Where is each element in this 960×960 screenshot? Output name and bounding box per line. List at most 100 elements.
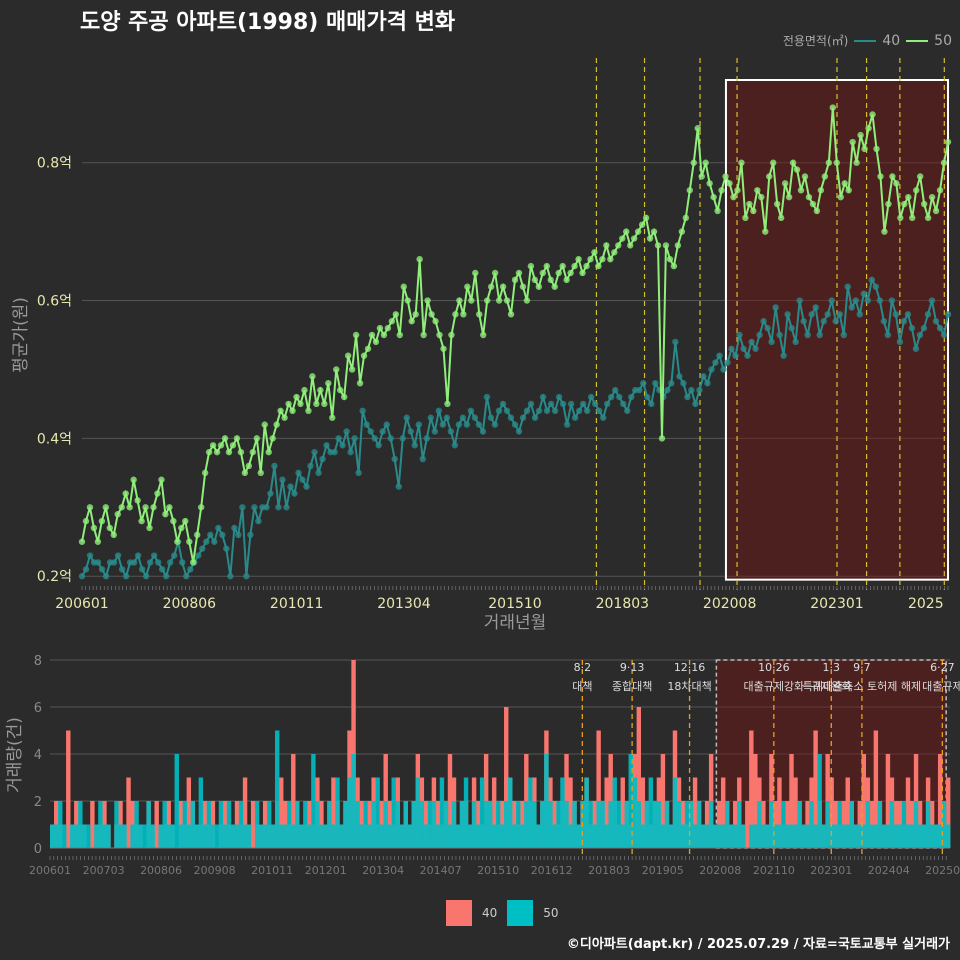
data-point-50 xyxy=(122,490,129,497)
data-point-50 xyxy=(305,407,312,415)
bar-50 xyxy=(596,801,601,848)
data-point-40 xyxy=(776,331,783,339)
data-point-40 xyxy=(792,338,799,346)
bar-50 xyxy=(303,801,308,848)
data-point-40 xyxy=(696,386,703,394)
data-point-50 xyxy=(325,380,332,387)
bar-40 xyxy=(154,801,159,848)
data-point-40 xyxy=(86,552,94,559)
data-point-40 xyxy=(616,393,623,401)
data-point-40 xyxy=(684,393,691,401)
data-point-50 xyxy=(857,131,864,139)
bar-40 xyxy=(640,777,646,848)
bar-50 xyxy=(789,824,794,848)
data-point-50 xyxy=(531,276,539,284)
data-point-40 xyxy=(876,297,884,304)
data-point-50 xyxy=(392,311,400,318)
data-point-40 xyxy=(692,400,699,408)
data-point-50 xyxy=(754,187,761,194)
event-date-label: 1·3 xyxy=(823,661,841,674)
x-tick-label: 201304 xyxy=(377,596,431,612)
data-point-50 xyxy=(293,393,300,401)
legend-bottom-label-50: 50 xyxy=(543,906,559,920)
data-point-40 xyxy=(275,504,282,511)
data-point-40 xyxy=(295,469,302,477)
data-point-40 xyxy=(820,318,827,325)
bar-50 xyxy=(664,801,670,848)
bar-50 xyxy=(612,777,617,848)
bar-50 xyxy=(246,824,252,848)
bar-40 xyxy=(90,801,95,848)
data-point-40 xyxy=(587,393,595,401)
data-point-50 xyxy=(348,366,356,373)
data-point-40 xyxy=(167,559,174,566)
data-point-50 xyxy=(928,193,936,201)
data-point-40 xyxy=(672,338,679,346)
data-point-50 xyxy=(603,242,610,249)
data-point-50 xyxy=(511,276,519,284)
y-axis-title: 평균가(원) xyxy=(11,297,31,373)
data-point-50 xyxy=(384,324,392,332)
data-point-50 xyxy=(102,504,110,511)
data-point-50 xyxy=(654,242,662,249)
data-point-50 xyxy=(190,559,197,566)
bar-50 xyxy=(162,801,167,848)
data-point-50 xyxy=(758,193,765,201)
bar-50 xyxy=(672,777,678,848)
data-point-50 xyxy=(519,283,527,290)
bar-50 xyxy=(262,824,268,848)
data-point-40 xyxy=(419,455,426,463)
bar-50 xyxy=(222,824,228,848)
data-point-40 xyxy=(844,283,851,290)
bar-x-tick-label: 201304 xyxy=(362,864,404,877)
bar-50 xyxy=(560,777,565,848)
bar-50 xyxy=(375,777,380,848)
bar-50 xyxy=(536,824,541,848)
data-point-50 xyxy=(174,538,181,545)
bar-40 xyxy=(491,777,497,848)
bar-40 xyxy=(873,730,879,848)
data-point-40 xyxy=(515,428,523,435)
bar-y-tick-label: 0 xyxy=(34,842,42,857)
bar-50 xyxy=(564,801,569,848)
bar-50 xyxy=(729,824,734,848)
bar-50 xyxy=(202,824,208,848)
data-point-50 xyxy=(432,318,439,325)
bar-50 xyxy=(917,824,923,848)
data-point-40 xyxy=(102,573,110,580)
data-point-40 xyxy=(339,442,346,449)
data-point-50 xyxy=(468,297,475,304)
data-point-50 xyxy=(547,276,554,284)
data-point-40 xyxy=(495,407,503,415)
bar-50 xyxy=(78,801,83,848)
data-point-50 xyxy=(225,448,233,456)
x-tick-label: 202301 xyxy=(810,596,863,612)
bar-50 xyxy=(869,824,875,848)
bar-50 xyxy=(311,754,316,848)
data-point-50 xyxy=(897,214,904,222)
legend-bottom-swatch-50 xyxy=(507,900,534,926)
data-point-50 xyxy=(583,262,590,270)
data-point-50 xyxy=(797,187,805,194)
bar-50 xyxy=(544,754,549,848)
data-point-50 xyxy=(944,138,952,146)
bar-50 xyxy=(74,824,79,848)
data-point-40 xyxy=(836,311,843,318)
bar-50 xyxy=(692,824,698,848)
data-point-50 xyxy=(885,200,892,208)
data-point-50 xyxy=(162,510,169,518)
data-point-40 xyxy=(644,393,651,401)
data-point-40 xyxy=(624,407,631,415)
bar-50 xyxy=(190,801,196,848)
data-point-40 xyxy=(158,566,166,573)
data-point-40 xyxy=(543,407,551,415)
bar-50 xyxy=(455,824,461,848)
bar-50 xyxy=(411,801,417,848)
data-point-40 xyxy=(920,324,928,332)
data-point-50 xyxy=(309,373,316,380)
bar-50 xyxy=(399,824,404,848)
data-point-40 xyxy=(555,393,563,401)
data-point-40 xyxy=(612,386,619,394)
bar-50 xyxy=(921,824,927,848)
data-point-50 xyxy=(881,228,888,235)
